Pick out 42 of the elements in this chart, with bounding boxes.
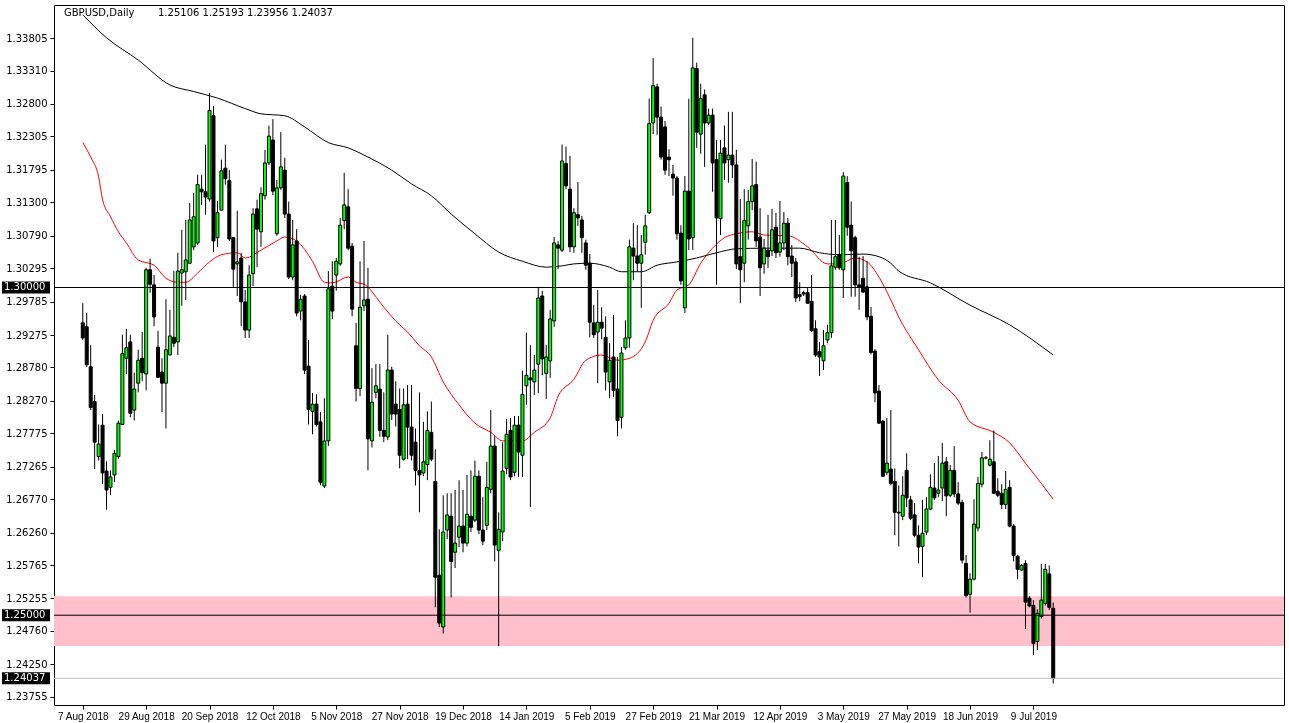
chart-title: GBPUSD,Daily <box>64 7 135 18</box>
y-tick-label: 1.33310 <box>6 65 48 77</box>
x-tick-label: 5 Feb 2019 <box>564 710 617 722</box>
y-tick-label: 1.32800 <box>6 98 48 110</box>
y-tick-label: 1.28780 <box>6 361 48 373</box>
x-tick-label: 12 Apr 2019 <box>753 710 808 722</box>
x-tick-label: 27 Feb 2019 <box>625 710 683 722</box>
y-tick-label: 1.23755 <box>6 691 48 703</box>
y-tick-label: 1.29785 <box>6 296 48 308</box>
x-tick-label: 29 Aug 2018 <box>118 710 176 722</box>
y-tick-label: 1.26770 <box>6 493 48 505</box>
x-tick-label: 27 May 2019 <box>878 710 937 722</box>
y-tick-label: 1.26260 <box>6 527 48 539</box>
ref-line-label: 1.24037 <box>4 672 46 684</box>
y-tick-label: 1.28270 <box>6 395 48 407</box>
y-tick-label: 1.32305 <box>6 130 48 142</box>
chart-subtitle: 1.25106 1.25193 1.23956 1.24037 <box>158 7 333 18</box>
x-tick-label: 7 Aug 2018 <box>57 710 110 722</box>
y-tick-label: 1.24250 <box>6 658 48 670</box>
y-tick-label: 1.30790 <box>6 230 48 242</box>
x-tick-label: 9 Jul 2019 <box>1010 710 1058 722</box>
y-tick-label: 1.29275 <box>6 329 48 341</box>
ref-line-label: 1.30000 <box>4 281 46 293</box>
x-tick-label: 20 Sep 2018 <box>181 710 239 722</box>
x-tick-label: 3 May 2019 <box>817 710 871 722</box>
x-tick-label: 27 Nov 2018 <box>371 710 429 722</box>
x-tick-label: 19 Dec 2018 <box>435 710 493 722</box>
ref-line-label: 1.25000 <box>4 609 46 621</box>
y-tick-label: 1.30295 <box>6 262 48 274</box>
x-tick-label: 14 Jan 2019 <box>499 710 555 722</box>
y-tick-label: 1.33805 <box>6 32 48 44</box>
x-tick-label: 12 Oct 2018 <box>246 710 302 722</box>
y-tick-label: 1.25765 <box>6 559 48 571</box>
y-tick-label: 1.31300 <box>6 196 48 208</box>
x-tick-label: 18 Jun 2019 <box>943 710 999 722</box>
y-tick-label: 1.24760 <box>6 625 48 637</box>
y-tick-label: 1.27775 <box>6 427 48 439</box>
y-tick-label: 1.27265 <box>6 461 48 473</box>
y-tick-label: 1.31795 <box>6 164 48 176</box>
x-tick-label: 21 Mar 2019 <box>688 710 746 722</box>
x-tick-label: 5 Nov 2018 <box>311 710 363 722</box>
y-tick-label: 1.25255 <box>6 592 48 604</box>
